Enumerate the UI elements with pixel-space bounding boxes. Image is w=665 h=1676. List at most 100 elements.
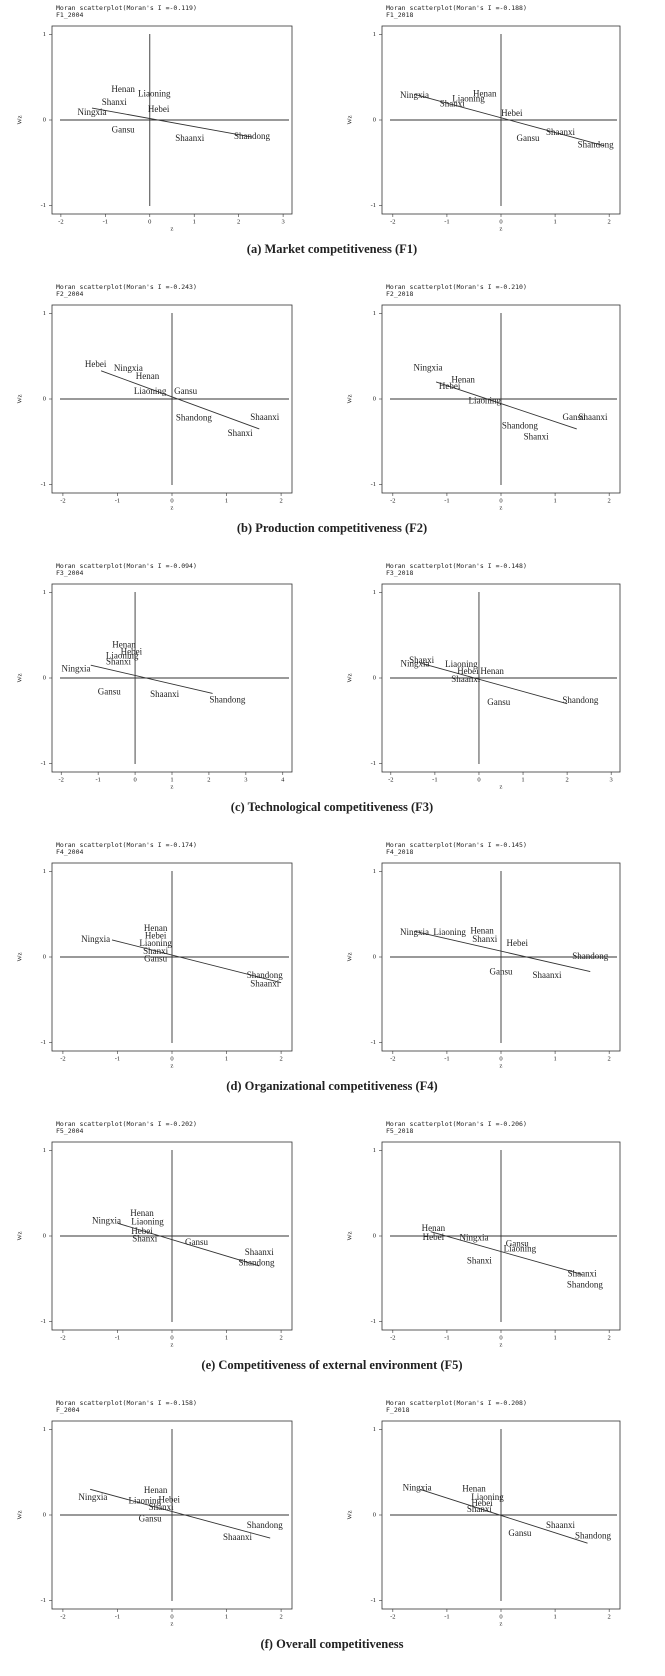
point-label: Liaoning <box>138 88 171 98</box>
x-axis-label: z <box>171 225 174 232</box>
point-label: Shandong <box>239 1257 276 1267</box>
y-axis-label: Wz <box>16 394 23 403</box>
point-label: Liaoning <box>134 386 167 396</box>
x-tick-label: 1 <box>553 218 556 225</box>
chart-subtitle: F_2004 <box>56 1406 80 1414</box>
figure-caption: (a) Market competitiveness (F1) <box>247 242 417 256</box>
point-label: Henan <box>422 1223 446 1233</box>
point-label: Shaanxi <box>546 127 575 137</box>
x-tick-label: 0 <box>499 1334 502 1341</box>
chart-subtitle: F3_2018 <box>386 569 413 577</box>
chart-subtitle: F5_2018 <box>386 1127 413 1135</box>
y-tick-label: 0 <box>43 116 46 123</box>
x-axis-label: z <box>500 225 503 232</box>
point-label: Gansu <box>487 697 510 707</box>
chart-title: Moran scatterplot(Moran's I =-0.208) <box>386 1399 527 1407</box>
y-tick-label: 1 <box>43 589 46 596</box>
x-tick-label: -1 <box>444 497 449 504</box>
point-label: Liaoning <box>469 396 502 406</box>
fit-line <box>421 663 568 705</box>
x-tick-label: -1 <box>115 497 120 504</box>
point-label: Shaanxi <box>223 1532 252 1542</box>
chart-subtitle: F1_2018 <box>386 11 413 19</box>
fit-line <box>91 107 253 138</box>
y-tick-label: 1 <box>43 1147 46 1154</box>
point-label: Hebei <box>159 1495 181 1505</box>
point-label: Hebei <box>423 1232 445 1242</box>
point-label: Ningxia <box>62 664 91 674</box>
point-label: Gansu <box>98 687 121 697</box>
x-tick-label: 1 <box>553 1055 556 1062</box>
point-label: Henan <box>470 925 494 935</box>
x-tick-label: 2 <box>608 1613 611 1620</box>
x-tick-label: 3 <box>244 776 247 783</box>
chart-title: Moran scatterplot(Moran's I =-0.202) <box>56 1120 197 1128</box>
x-tick-label: -1 <box>115 1613 120 1620</box>
point-label: Shanxi <box>143 946 169 956</box>
chart-title: Moran scatterplot(Moran's I =-0.243) <box>56 283 197 291</box>
point-label: Shanxi <box>409 655 435 665</box>
y-axis-label: Wz <box>16 952 23 961</box>
point-label: Hebei <box>85 359 107 369</box>
x-tick-label: -2 <box>388 776 393 783</box>
y-tick-label: -1 <box>371 760 376 767</box>
point-label: Henan <box>462 1483 486 1493</box>
point-label: Ningxia <box>401 658 430 668</box>
point-label: Gansu <box>174 386 197 396</box>
point-label: Hebei <box>501 108 523 118</box>
point-label: Shaanxi <box>245 1247 274 1257</box>
y-tick-label: -1 <box>41 1597 46 1604</box>
y-tick-label: 0 <box>373 1232 376 1239</box>
y-tick-label: 0 <box>43 1232 46 1239</box>
x-axis-label: z <box>171 1062 174 1069</box>
x-tick-label: -2 <box>60 1055 65 1062</box>
x-tick-label: 2 <box>608 497 611 504</box>
fit-line <box>419 1488 588 1544</box>
chart-title: Moran scatterplot(Moran's I =-0.188) <box>386 4 527 12</box>
chart-title: Moran scatterplot(Moran's I =-0.145) <box>386 841 527 849</box>
chart-subtitle: F3_2004 <box>56 569 83 577</box>
y-tick-label: -1 <box>371 481 376 488</box>
y-axis-label: Wz <box>346 394 353 403</box>
point-label: Gansu <box>506 1239 529 1249</box>
x-tick-label: 0 <box>499 1613 502 1620</box>
y-axis-label: Wz <box>346 1231 353 1240</box>
y-tick-label: 1 <box>373 310 376 317</box>
fit-line <box>90 1488 271 1539</box>
figure-caption: (c) Technological competitiveness (F3) <box>231 800 433 814</box>
chart-subtitle: F2_2018 <box>386 290 413 298</box>
fit-line <box>435 381 577 430</box>
point-label: Ningxia <box>413 362 442 372</box>
y-tick-label: 0 <box>43 953 46 960</box>
figure-caption: (b) Production competitiveness (F2) <box>237 521 427 535</box>
point-label: Liaoning <box>128 1495 161 1505</box>
point-label: Shaanxi <box>150 689 179 699</box>
x-tick-label: 0 <box>499 1055 502 1062</box>
chart-title: Moran scatterplot(Moran's I =-0.174) <box>56 841 197 849</box>
x-tick-label: -1 <box>444 1334 449 1341</box>
point-label: Henan <box>112 640 136 650</box>
chart-subtitle: F_2018 <box>386 1406 410 1414</box>
y-axis-label: Wz <box>346 673 353 682</box>
y-axis-label: Wz <box>16 673 23 682</box>
x-tick-label: 2 <box>279 497 282 504</box>
figure-caption: (f) Overall competitiveness <box>260 1637 403 1651</box>
x-axis-label: z <box>171 504 174 511</box>
point-label: Shaanxi <box>451 674 480 684</box>
y-tick-label: -1 <box>41 1318 46 1325</box>
point-label: Shanxi <box>149 1502 175 1512</box>
x-tick-label: 1 <box>225 1334 228 1341</box>
x-tick-label: 0 <box>170 1613 173 1620</box>
point-label: Shanxi <box>132 1233 158 1243</box>
point-label: Shandong <box>575 1530 612 1540</box>
x-tick-label: -2 <box>60 497 65 504</box>
point-label: Hebei <box>439 381 461 391</box>
x-tick-label: -1 <box>115 1334 120 1341</box>
x-axis-label: z <box>500 1062 503 1069</box>
point-label: Ningxia <box>400 90 429 100</box>
x-tick-label: 1 <box>225 497 228 504</box>
point-label: Hebei <box>471 1498 493 1508</box>
point-label: Ningxia <box>78 107 107 117</box>
point-label: Ningxia <box>403 1483 432 1493</box>
x-tick-label: 2 <box>279 1334 282 1341</box>
